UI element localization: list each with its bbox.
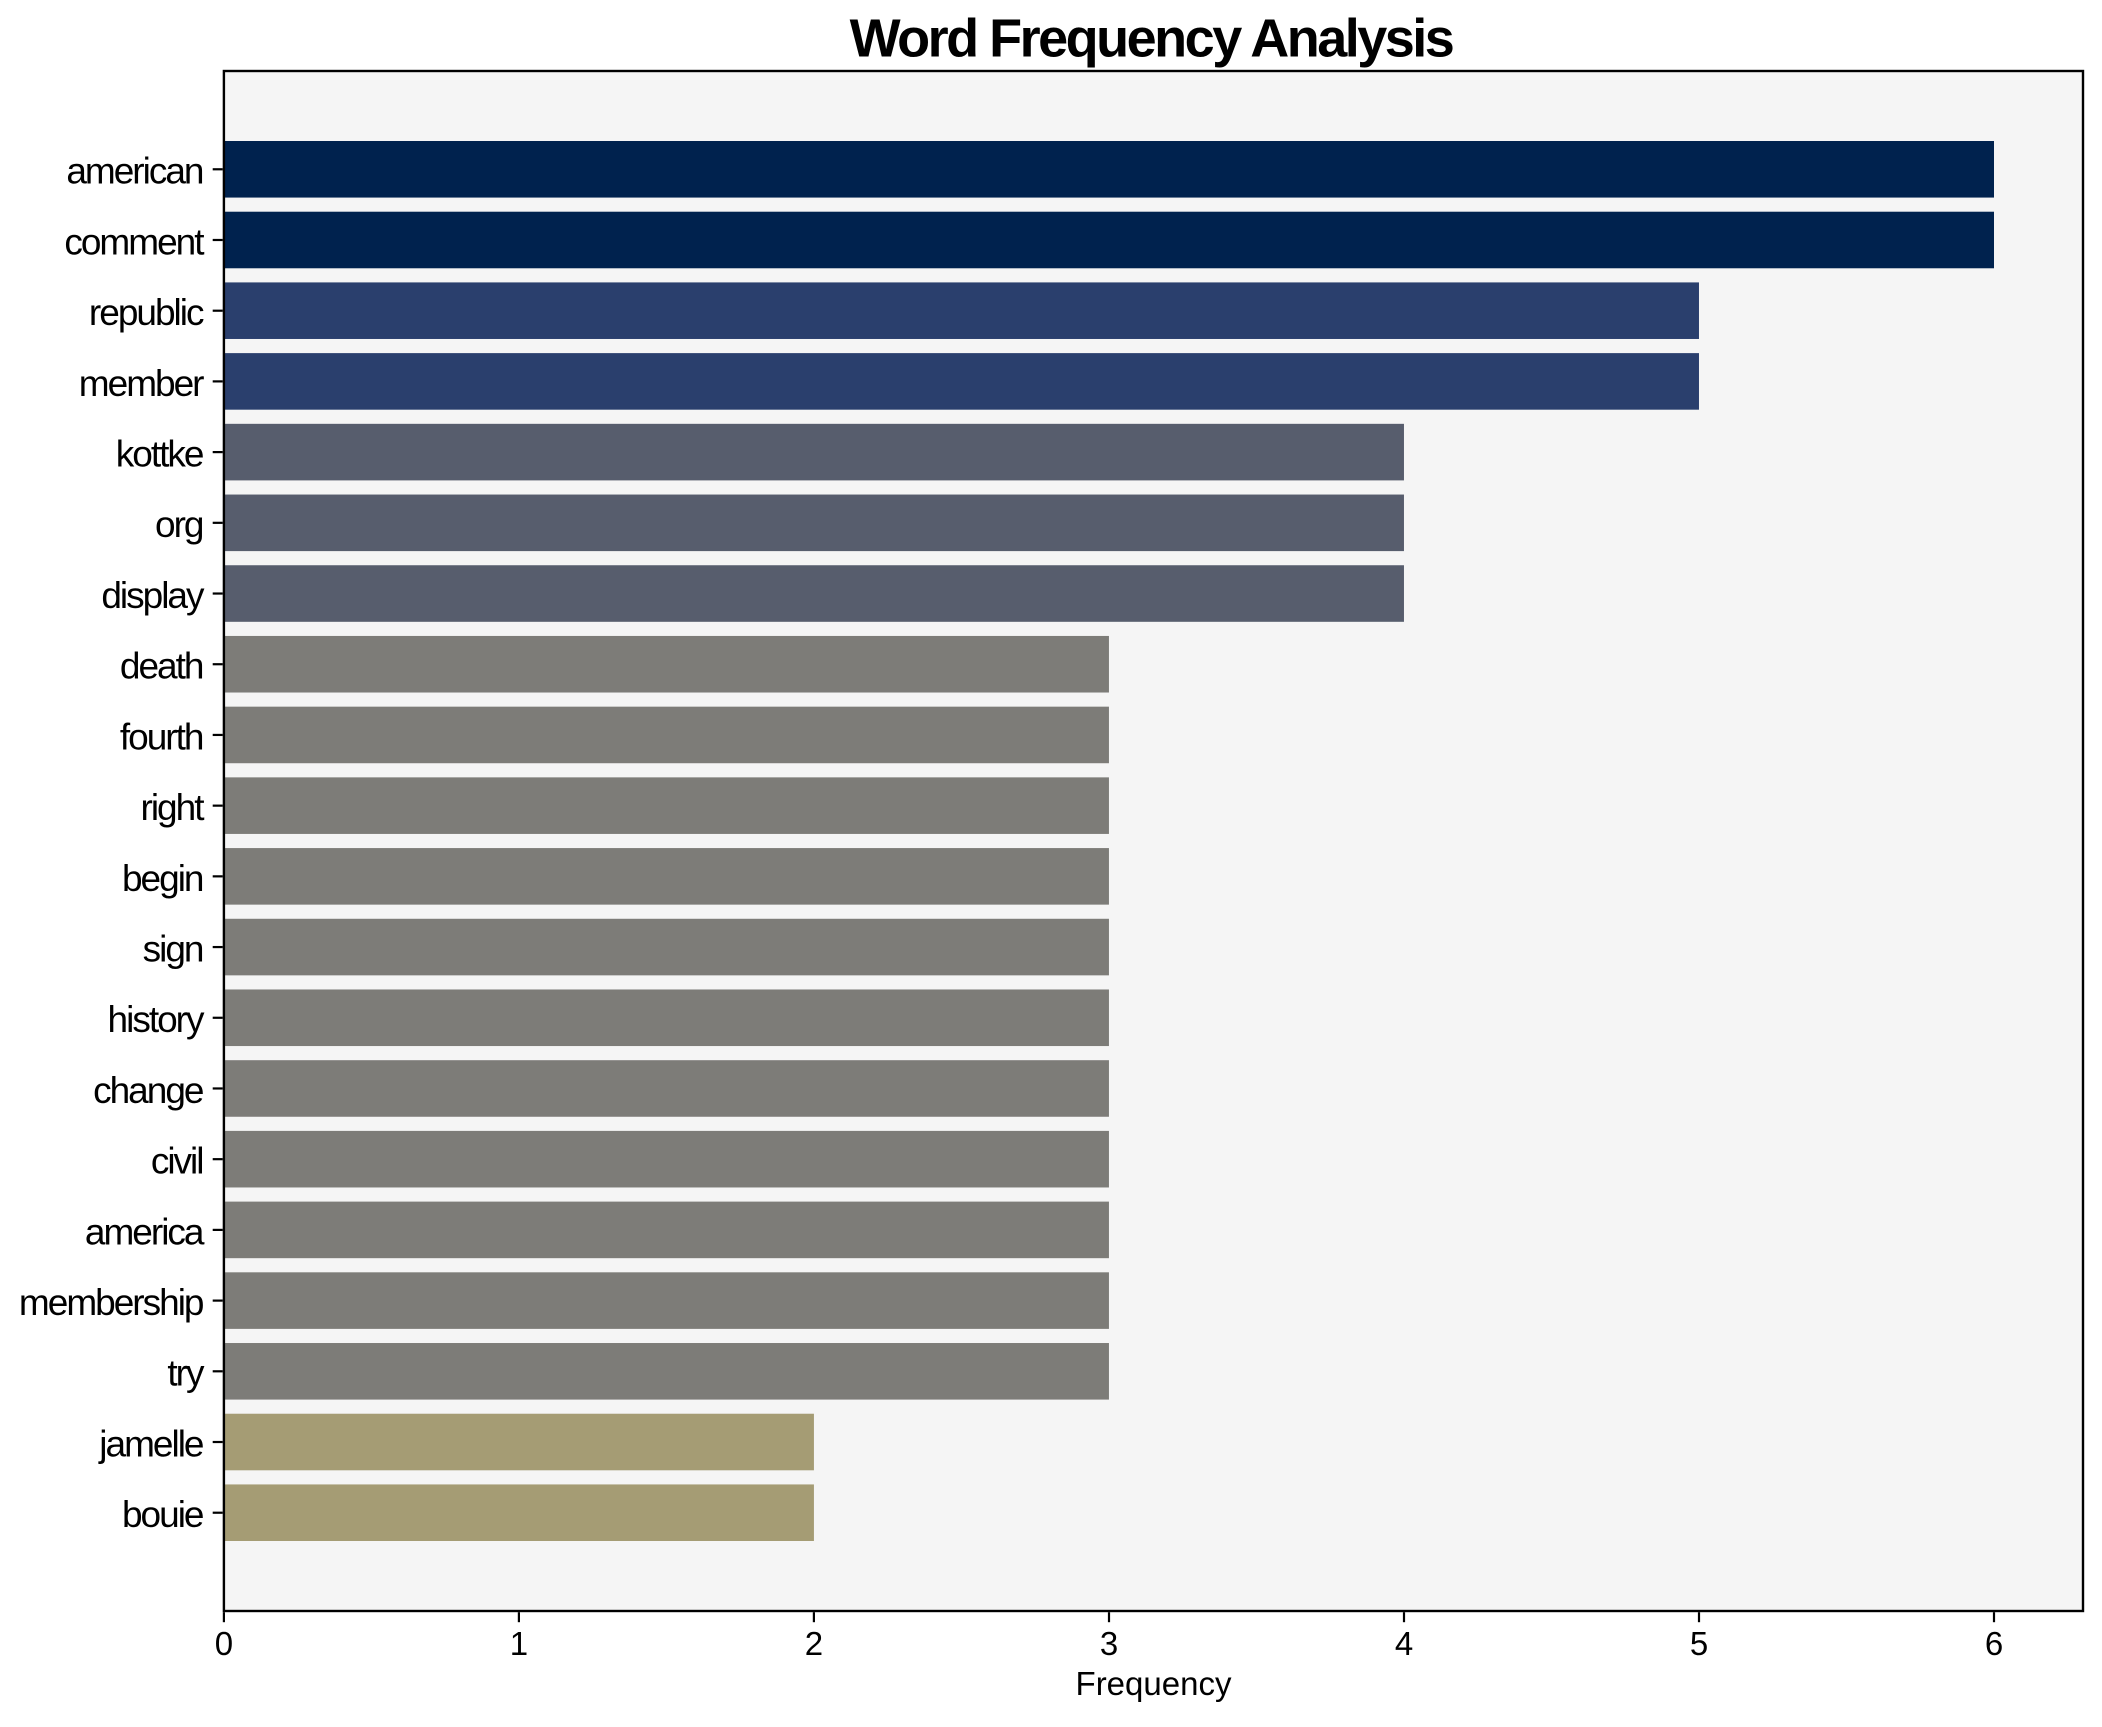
svg-text:american: american bbox=[66, 151, 203, 192]
svg-text:org: org bbox=[155, 504, 203, 545]
svg-text:Word Frequency Analysis: Word Frequency Analysis bbox=[850, 8, 1453, 68]
svg-text:civil: civil bbox=[151, 1141, 203, 1182]
svg-text:Frequency: Frequency bbox=[1076, 1665, 1232, 1702]
svg-text:member: member bbox=[79, 363, 204, 404]
svg-text:membership: membership bbox=[19, 1282, 204, 1323]
svg-text:4: 4 bbox=[1395, 1625, 1413, 1662]
svg-text:fourth: fourth bbox=[120, 716, 203, 757]
svg-text:comment: comment bbox=[64, 221, 205, 262]
svg-text:bouie: bouie bbox=[122, 1494, 203, 1535]
svg-text:1: 1 bbox=[510, 1625, 528, 1662]
svg-text:display: display bbox=[101, 575, 205, 616]
svg-text:6: 6 bbox=[1985, 1625, 2003, 1662]
svg-text:change: change bbox=[93, 1070, 203, 1111]
svg-text:2: 2 bbox=[805, 1625, 823, 1662]
svg-text:death: death bbox=[120, 646, 203, 687]
svg-text:republic: republic bbox=[89, 292, 204, 333]
svg-text:3: 3 bbox=[1100, 1625, 1118, 1662]
svg-text:5: 5 bbox=[1690, 1625, 1708, 1662]
svg-text:try: try bbox=[167, 1353, 205, 1394]
svg-text:america: america bbox=[85, 1211, 205, 1252]
svg-text:jamelle: jamelle bbox=[98, 1423, 203, 1464]
svg-text:right: right bbox=[141, 787, 206, 828]
svg-text:sign: sign bbox=[143, 928, 203, 969]
svg-text:0: 0 bbox=[215, 1625, 233, 1662]
svg-text:begin: begin bbox=[122, 858, 203, 899]
svg-text:kottke: kottke bbox=[116, 434, 203, 475]
svg-text:history: history bbox=[108, 999, 205, 1040]
